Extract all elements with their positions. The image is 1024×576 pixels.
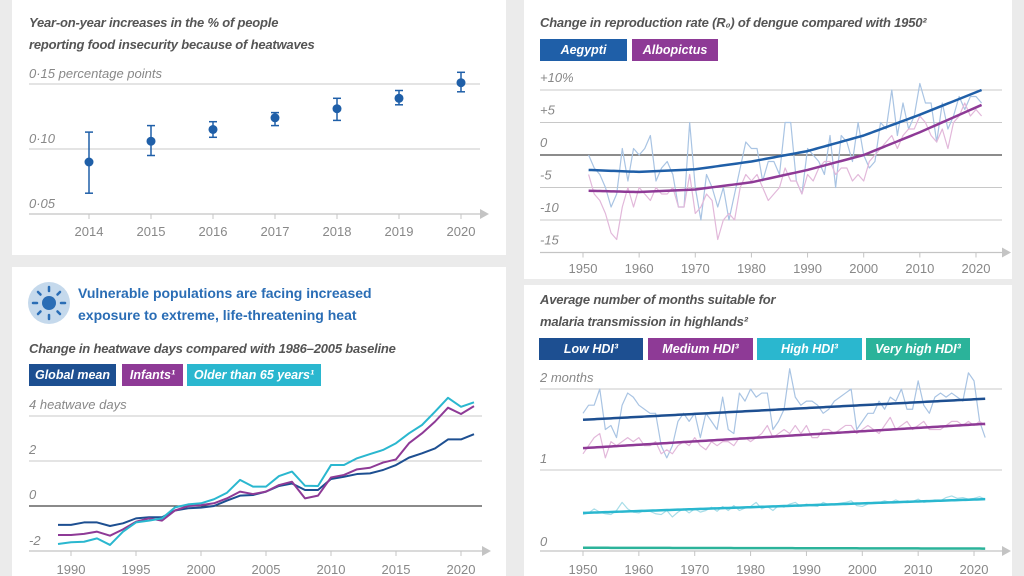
y-tick-label: 0·15 percentage points [29, 66, 162, 81]
axis-arrow-icon [482, 546, 491, 556]
trend-line [588, 103, 983, 194]
trend-line [582, 546, 986, 550]
data-point [456, 78, 466, 88]
x-tick-label: 2000 [849, 261, 878, 276]
title-line: Average number of months suitable for [540, 292, 776, 307]
x-tick-label: 2000 [187, 562, 216, 576]
y-tick-label: 4 heatwave days [29, 397, 127, 412]
heat-section-heading: Vulnerable populations are facing increa… [78, 282, 372, 326]
x-tick-label: 2020 [962, 261, 991, 276]
legend-infants: Infants¹ [122, 364, 183, 386]
y-tick-label: -2 [29, 533, 41, 548]
y-tick-label: +10% [540, 70, 574, 85]
x-tick-label: 2010 [317, 562, 346, 576]
y-tick-label: 0·10 [29, 131, 56, 146]
y-tick-label: -10 [540, 200, 560, 215]
trend-line [588, 88, 983, 174]
x-tick-label: 1950 [569, 562, 598, 576]
x-tick-label: 1970 [681, 261, 710, 276]
sun-icon [28, 282, 70, 324]
x-tick-label: 1990 [792, 562, 821, 576]
trend-line [582, 397, 986, 422]
x-tick-label: 1990 [57, 562, 86, 576]
x-tick-label: 1960 [625, 261, 654, 276]
x-tick-label: 2019 [385, 224, 414, 239]
x-tick-label: 2018 [323, 224, 352, 239]
data-point [146, 136, 156, 146]
legend-medium-hdi: Medium HDI³ [648, 338, 753, 360]
axis-arrow-icon [480, 209, 489, 219]
food-insecurity-panel [12, 0, 506, 255]
x-tick-label: 1960 [624, 562, 653, 576]
trend-line [582, 422, 986, 450]
heading-line: Vulnerable populations are facing increa… [78, 285, 372, 301]
x-tick-label: 1995 [122, 562, 151, 576]
food-insecurity-title: Year-on-year increases in the % of peopl… [29, 12, 315, 56]
raw-series-line [588, 82, 983, 221]
legend-low-hdi: Low HDI³ [539, 338, 643, 360]
heatwave-panel [12, 267, 506, 576]
legend-aegypti: Aegypti [540, 39, 627, 61]
axis-arrow-icon [1002, 247, 1011, 258]
heatwave-title: Change in heatwave days compared with 19… [29, 341, 396, 356]
y-tick-label: -15 [540, 233, 560, 248]
x-tick-label: 2005 [252, 562, 281, 576]
x-tick-label: 2020 [447, 562, 476, 576]
axis-arrow-icon [1002, 546, 1011, 556]
series-line [57, 396, 475, 546]
data-point [332, 104, 342, 114]
dengue-title: Change in reproduction rate (R₀) of deng… [540, 15, 927, 30]
series-line [58, 405, 475, 537]
y-tick-label: 2 months [539, 370, 594, 385]
y-tick-label: 0·05 [29, 196, 56, 211]
x-tick-label: 2010 [904, 562, 933, 576]
y-tick-label: 0 [540, 534, 548, 549]
data-point [270, 113, 280, 123]
x-tick-label: 2017 [261, 224, 290, 239]
y-tick-label: -5 [540, 168, 552, 183]
data-point [84, 157, 94, 167]
title-line: malaria transmission in highlands² [540, 314, 748, 329]
legend-global-mean: Global mean [29, 364, 116, 386]
y-tick-label: 1 [540, 451, 547, 466]
legend-very-high-hdi: Very high HDI³ [866, 338, 970, 360]
x-tick-label: 2000 [848, 562, 877, 576]
series-line [58, 433, 475, 528]
trend-line [582, 497, 986, 515]
x-tick-label: 2020 [447, 224, 476, 239]
malaria-title: Average number of months suitable for ma… [540, 289, 776, 333]
y-tick-label: 0 [540, 135, 548, 150]
y-tick-label: 0 [29, 487, 37, 502]
data-point [394, 93, 404, 103]
raw-series-line [582, 416, 986, 459]
x-tick-label: 1980 [737, 261, 766, 276]
legend-high-hdi: High HDI³ [757, 338, 862, 360]
x-tick-label: 1980 [736, 562, 765, 576]
y-tick-label: +5 [540, 103, 556, 118]
x-tick-label: 2014 [75, 224, 104, 239]
data-point [208, 125, 218, 134]
legend-albopictus: Albopictus [632, 39, 718, 61]
heading-line: exposure to extreme, life-threatening he… [78, 307, 357, 323]
x-tick-label: 2020 [960, 562, 989, 576]
y-tick-label: 2 [28, 442, 37, 457]
x-tick-label: 1950 [569, 261, 598, 276]
x-tick-label: 2015 [382, 562, 411, 576]
x-tick-label: 1970 [680, 562, 709, 576]
x-tick-label: 1990 [793, 261, 822, 276]
x-tick-label: 2016 [199, 224, 228, 239]
legend-older-than-65: Older than 65 years¹ [187, 364, 321, 386]
x-tick-label: 2010 [905, 261, 934, 276]
title-line: reporting food insecurity because of hea… [29, 37, 315, 52]
title-line: Year-on-year increases in the % of peopl… [29, 15, 279, 30]
x-tick-label: 2015 [137, 224, 166, 239]
malaria-panel [524, 285, 1012, 576]
